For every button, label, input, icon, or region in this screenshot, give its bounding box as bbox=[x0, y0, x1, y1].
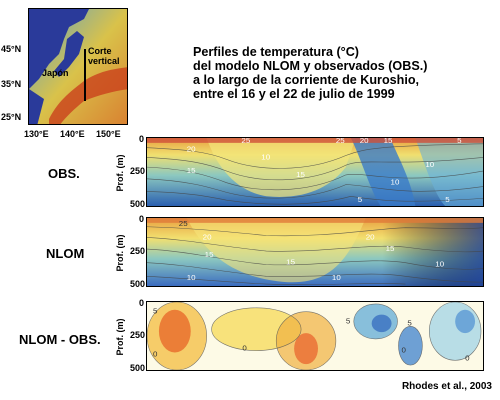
panel-nlom: Prof. (m) 0 250 500 bbox=[110, 214, 500, 292]
lat-label-45: 45°N bbox=[1, 44, 22, 54]
svg-text:0: 0 bbox=[242, 344, 247, 353]
y-axis-label: Prof. (m) bbox=[115, 154, 125, 192]
plot-area: 25 20 15 20 15 15 10 10 10 bbox=[146, 217, 484, 287]
y-tick-250: 250 bbox=[130, 166, 146, 176]
svg-text:20: 20 bbox=[360, 138, 369, 145]
y-tick-0: 0 bbox=[138, 214, 144, 224]
y-tick-0: 0 bbox=[138, 298, 144, 308]
svg-text:5: 5 bbox=[445, 195, 450, 204]
svg-text:10: 10 bbox=[391, 178, 400, 187]
section-label-1: Corte bbox=[88, 46, 112, 56]
svg-text:25: 25 bbox=[336, 138, 345, 145]
svg-text:5: 5 bbox=[346, 316, 351, 325]
map-frame bbox=[28, 8, 128, 125]
svg-text:5: 5 bbox=[407, 318, 412, 327]
lat-label-25: 25°N bbox=[1, 112, 22, 122]
svg-text:10: 10 bbox=[332, 273, 341, 282]
map-image bbox=[29, 9, 127, 124]
row-label-obs: OBS. bbox=[48, 166, 80, 181]
title-line-4: entre el 16 y el 22 de julio de 1999 bbox=[193, 87, 395, 101]
plot-area: 5 5 5 0 0 0 0 bbox=[146, 301, 484, 371]
row-label-nlom: NLOM bbox=[46, 246, 85, 261]
lon-label-150: 150°E bbox=[96, 129, 121, 139]
temperature-field: 25 25 20 15 5 20 10 10 15 15 10 5 5 bbox=[147, 138, 483, 206]
row-label-diff: NLOM - OBS. bbox=[19, 332, 101, 347]
svg-text:20: 20 bbox=[187, 145, 196, 154]
figure-title: Perfiles de temperatura (°C) del modelo … bbox=[193, 45, 493, 101]
svg-text:10: 10 bbox=[435, 260, 444, 269]
title-line-1: Perfiles de temperatura (°C) bbox=[193, 45, 360, 59]
svg-text:5: 5 bbox=[457, 138, 462, 145]
title-line-3: a lo largo de la corriente de Kuroshio, bbox=[193, 73, 420, 87]
panel-difference: Prof. (m) 0 250 500 bbox=[110, 298, 500, 376]
svg-text:0: 0 bbox=[465, 353, 470, 362]
svg-text:5: 5 bbox=[358, 195, 363, 204]
location-map: Japón Corte vertical bbox=[28, 8, 128, 125]
svg-text:10: 10 bbox=[187, 273, 196, 282]
svg-text:15: 15 bbox=[187, 166, 196, 175]
difference-field: 5 5 5 0 0 0 0 bbox=[147, 302, 483, 370]
y-tick-500: 500 bbox=[130, 363, 146, 373]
source-credit: Rhodes et al., 2003 bbox=[401, 381, 492, 392]
svg-text:15: 15 bbox=[386, 244, 395, 253]
svg-text:25: 25 bbox=[241, 138, 250, 145]
temperature-field: 25 20 15 20 15 15 10 10 10 bbox=[147, 218, 483, 286]
svg-text:15: 15 bbox=[384, 138, 393, 145]
svg-text:20: 20 bbox=[366, 232, 375, 241]
svg-text:0: 0 bbox=[401, 346, 406, 355]
lat-label-35: 35°N bbox=[1, 79, 22, 89]
y-tick-0: 0 bbox=[138, 134, 144, 144]
country-label: Japón bbox=[42, 68, 69, 78]
y-tick-250: 250 bbox=[130, 246, 146, 256]
plot-area: 25 25 20 15 5 20 10 10 15 15 10 5 5 bbox=[146, 137, 484, 207]
title-line-2: del modelo NLOM y observados (OBS.) bbox=[193, 59, 428, 73]
y-tick-250: 250 bbox=[130, 330, 146, 340]
y-tick-500: 500 bbox=[130, 279, 146, 289]
lon-label-130: 130°E bbox=[24, 129, 49, 139]
svg-text:15: 15 bbox=[286, 258, 295, 267]
section-label-2: vertical bbox=[88, 56, 120, 66]
svg-text:15: 15 bbox=[296, 170, 305, 179]
svg-text:10: 10 bbox=[261, 152, 270, 161]
y-tick-500: 500 bbox=[130, 199, 146, 209]
lon-label-140: 140°E bbox=[60, 129, 85, 139]
svg-text:10: 10 bbox=[425, 160, 434, 169]
svg-text:20: 20 bbox=[203, 232, 212, 241]
panel-obs: Prof. (m) 0 250 500 bbox=[110, 134, 500, 212]
svg-text:15: 15 bbox=[205, 250, 214, 259]
svg-text:5: 5 bbox=[153, 307, 158, 316]
svg-text:0: 0 bbox=[153, 349, 158, 358]
y-axis-label: Prof. (m) bbox=[115, 234, 125, 272]
svg-text:25: 25 bbox=[179, 219, 188, 228]
y-axis-label: Prof. (m) bbox=[115, 318, 125, 356]
